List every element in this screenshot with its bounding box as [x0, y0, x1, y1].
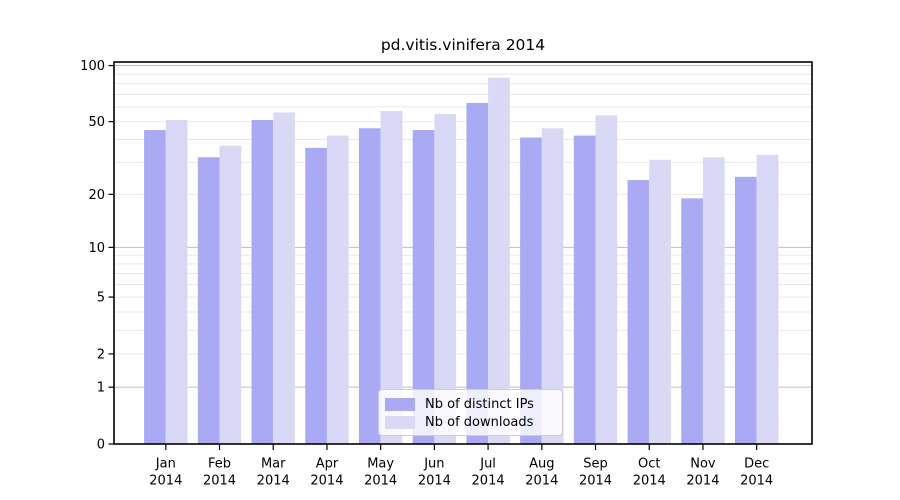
x-tick-label-year: 2014 [686, 474, 719, 489]
bar-nov-distinct-ips [681, 198, 703, 444]
x-tick-label-year: 2014 [740, 474, 773, 489]
x-tick-label-year: 2014 [633, 474, 666, 489]
bar-dec-distinct-ips [734, 176, 757, 444]
x-tick-label-month: Oct [638, 457, 660, 472]
x-tick-label-month: Nov [690, 457, 716, 472]
y-tick-label: 50 [88, 115, 105, 130]
x-tick-label-year: 2014 [203, 474, 236, 489]
legend-item-downloads: Nb of downloads [385, 414, 553, 430]
bar-may-distinct-ips [358, 128, 381, 445]
bar-apr-downloads [326, 135, 349, 444]
x-tick-label-month: Apr [316, 457, 339, 472]
y-tick-label: 100 [80, 59, 105, 74]
axes-border [113, 61, 813, 445]
chart-title: pd.vitis.vinifera 2014 [380, 36, 546, 54]
x-tick-label-month: Mar [261, 457, 286, 472]
bar-dec-downloads [756, 154, 779, 444]
x-tick-label-month: Jul [479, 457, 496, 472]
x-tick-label-year: 2014 [472, 474, 505, 489]
bar-sep-downloads [595, 115, 618, 445]
x-tick-label-month: May [367, 457, 394, 472]
x-tick-label-month: Aug [529, 457, 554, 472]
legend-label-distinct-ips: Nb of distinct IPs [425, 396, 534, 412]
x-tick-label-month: Jan [155, 457, 176, 472]
bar-feb-distinct-ips [197, 157, 220, 445]
y-tick-label: 20 [88, 188, 105, 203]
x-tick-label-month: Dec [744, 457, 769, 472]
y-tick-label: 2 [97, 347, 105, 362]
x-tick-label-year: 2014 [257, 474, 290, 489]
x-tick-label-year: 2014 [579, 474, 612, 489]
x-tick-label-year: 2014 [364, 474, 397, 489]
bar-sep-distinct-ips [573, 135, 596, 444]
bar-jul-distinct-ips [466, 102, 489, 444]
x-tick-label-year: 2014 [149, 474, 182, 489]
bar-jan-downloads [165, 120, 188, 444]
legend-swatch-downloads [385, 415, 415, 429]
bar-aug-downloads [541, 128, 564, 445]
x-tick-label-month: Sep [583, 457, 608, 472]
x-tick-label-year: 2014 [418, 474, 451, 489]
y-tick-label: 5 [97, 291, 105, 306]
bar-mar-downloads [273, 112, 295, 444]
bar-oct-distinct-ips [627, 180, 650, 445]
y-tick-label: 10 [88, 241, 105, 256]
bar-may-downloads [380, 111, 403, 444]
x-tick-label-year: 2014 [310, 474, 343, 489]
bar-jun-downloads [434, 113, 457, 445]
y-tick-label: 1 [97, 381, 105, 396]
bar-aug-distinct-ips [520, 137, 542, 444]
legend-label-downloads: Nb of downloads [425, 414, 534, 430]
bar-jan-distinct-ips [144, 130, 166, 445]
bar-jun-distinct-ips [412, 130, 435, 445]
legend-swatch-distinct-ips [385, 397, 415, 411]
legend-item-distinct-ips: Nb of distinct IPs [385, 396, 553, 412]
y-tick-label: 0 [97, 438, 105, 453]
bar-mar-distinct-ips [251, 120, 274, 444]
x-tick-label-month: Jun [423, 457, 444, 472]
x-tick-label-month: Feb [208, 457, 231, 472]
bar-jul-downloads [488, 77, 510, 445]
bar-oct-downloads [649, 159, 671, 444]
bar-feb-downloads [219, 145, 242, 444]
bar-apr-distinct-ips [305, 147, 327, 444]
x-tick-label-year: 2014 [525, 474, 558, 489]
bar-nov-downloads [702, 157, 725, 445]
legend: Nb of distinct IPs Nb of downloads [378, 389, 563, 436]
